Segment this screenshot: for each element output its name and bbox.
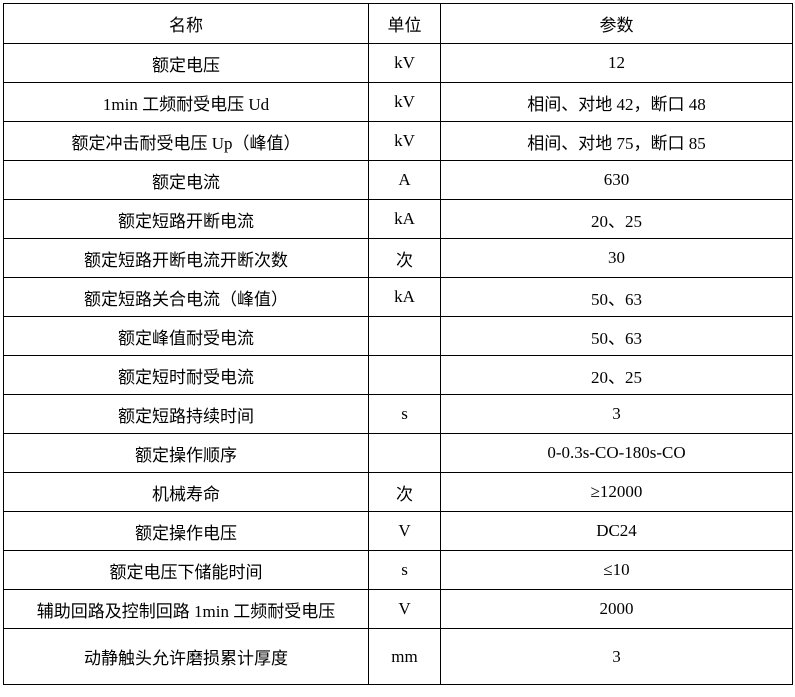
- cell-name: 额定短时耐受电流: [3, 355, 369, 395]
- table-row: 额定操作电压 V DC24: [3, 511, 793, 551]
- cell-unit: V: [368, 511, 441, 551]
- cell-value: 2000: [440, 589, 793, 629]
- cell-value: 30: [440, 238, 793, 278]
- column-header-name: 名称: [3, 3, 369, 44]
- cell-name: 额定电流: [3, 160, 369, 200]
- cell-unit: V: [368, 589, 441, 629]
- table-row: 额定电压 kV 12: [3, 43, 793, 83]
- cell-value: 3: [440, 394, 793, 434]
- cell-name: 机械寿命: [3, 472, 369, 512]
- cell-unit: [368, 316, 441, 356]
- cell-value: 50、63: [440, 316, 793, 356]
- table-row: 机械寿命次 ≥12000: [3, 472, 793, 512]
- table-row: 额定电压下储能时间 s ≤10: [3, 550, 793, 590]
- cell-unit: kV: [368, 43, 441, 83]
- cell-name: 动静触头允许磨损累计厚度: [3, 628, 369, 685]
- cell-name: 额定电压: [3, 43, 369, 83]
- cell-unit: kV: [368, 121, 441, 161]
- cell-value: 630: [440, 160, 793, 200]
- column-header-unit: 单位: [368, 3, 441, 44]
- cell-unit: [368, 355, 441, 395]
- table-row: 额定短时耐受电流 20、25: [3, 355, 793, 395]
- cell-value: DC24: [440, 511, 793, 551]
- cell-value: 3: [440, 628, 793, 685]
- table-row: 额定电流 A 630: [3, 160, 793, 200]
- cell-name: 额定短路关合电流（峰值）: [3, 277, 369, 317]
- table-row: 动静触头允许磨损累计厚度 mm 3: [3, 628, 793, 685]
- column-header-value: 参数: [440, 3, 793, 44]
- cell-name: 额定短路开断电流: [3, 199, 369, 239]
- table-row: 额定峰值耐受电流 50、63: [3, 316, 793, 356]
- cell-name: 1min 工频耐受电压 Ud: [3, 82, 369, 122]
- cell-name: 额定操作顺序: [3, 433, 369, 473]
- cell-value: ≥12000: [440, 472, 793, 512]
- cell-name: 额定操作电压: [3, 511, 369, 551]
- spec-table: 名称 单位 参数 额定电压 kV 12 1min 工频耐受电压 Ud kV 相间、对地 42，…: [3, 3, 793, 685]
- cell-name: 额定短路开断电流开断次数: [3, 238, 369, 278]
- cell-unit: mm: [368, 628, 441, 685]
- cell-name: 额定峰值耐受电流: [3, 316, 369, 356]
- cell-unit: s: [368, 394, 441, 434]
- table-row: 额定操作顺序 0-0.3s-CO-180s-CO: [3, 433, 793, 473]
- cell-value: 20、25: [440, 355, 793, 395]
- cell-value: 相间、对地 42，断口 48: [440, 82, 793, 122]
- table-row: 辅助回路及控制回路 1min 工频耐受电压 V 2000: [3, 589, 793, 629]
- cell-unit: s: [368, 550, 441, 590]
- cell-value: 0-0.3s-CO-180s-CO: [440, 433, 793, 473]
- cell-unit: A: [368, 160, 441, 200]
- table-row: 额定短路持续时间 s 3: [3, 394, 793, 434]
- cell-unit: [368, 433, 441, 473]
- table-row: 额定短路关合电流（峰值） kA 50、63: [3, 277, 793, 317]
- cell-name: 辅助回路及控制回路 1min 工频耐受电压: [3, 589, 369, 629]
- table-row: 额定短路开断电流 kA 20、25: [3, 199, 793, 239]
- cell-value: ≤10: [440, 550, 793, 590]
- cell-name: 额定冲击耐受电压 Up（峰值）: [3, 121, 369, 161]
- table-row: 1min 工频耐受电压 Ud kV 相间、对地 42，断口 48: [3, 82, 793, 122]
- table-row: 额定冲击耐受电压 Up（峰值） kV 相间、对地 75，断口 85: [3, 121, 793, 161]
- cell-value: 50、63: [440, 277, 793, 317]
- table-row: 额定短路开断电流开断次数次 30: [3, 238, 793, 278]
- cell-value: 相间、对地 75，断口 85: [440, 121, 793, 161]
- cell-value: 12: [440, 43, 793, 83]
- cell-unit: kV: [368, 82, 441, 122]
- cell-name: 额定短路持续时间: [3, 394, 369, 434]
- cell-unit: 次: [368, 238, 441, 278]
- cell-unit: 次: [368, 472, 441, 512]
- cell-name: 额定电压下储能时间: [3, 550, 369, 590]
- cell-unit: kA: [368, 277, 441, 317]
- header-row: 名称 单位 参数: [3, 3, 793, 44]
- cell-unit: kA: [368, 199, 441, 239]
- cell-value: 20、25: [440, 199, 793, 239]
